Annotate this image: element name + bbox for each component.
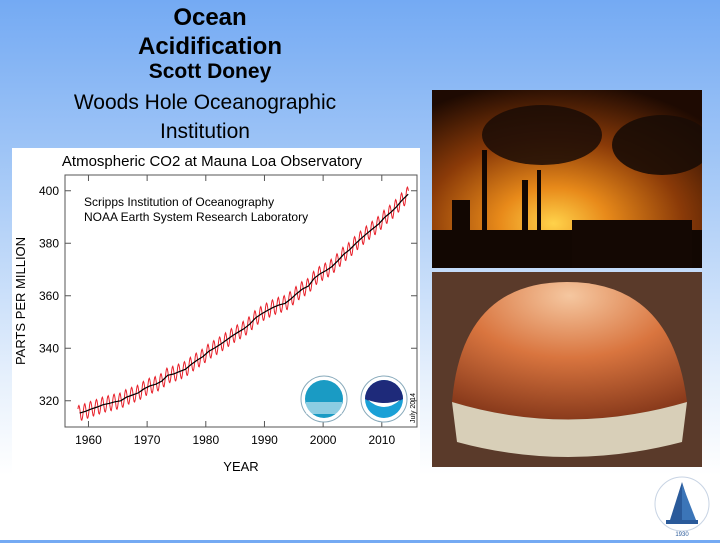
y-tick-label: 360 — [39, 289, 59, 303]
noaa-logo — [360, 375, 408, 423]
annual-trend-series — [79, 193, 409, 414]
slide-title: Ocean Acidification — [137, 4, 282, 60]
y-tick-label: 320 — [39, 394, 59, 408]
credit-line-1: Scripps Institution of Oceanography — [84, 195, 274, 209]
x-tick-label: 1990 — [251, 433, 278, 447]
scripps-logo — [300, 375, 348, 423]
svg-text:1930: 1930 — [675, 532, 689, 538]
co2-chart: Atmospheric CO2 at Mauna Loa Observatory… — [12, 148, 420, 475]
y-tick-label: 400 — [39, 184, 59, 198]
x-tick-label: 2010 — [368, 433, 395, 447]
x-tick-label: 1980 — [192, 433, 219, 447]
y-axis-label: PARTS PER MILLION — [13, 237, 28, 365]
credit-line-2: NOAA Earth System Research Laboratory — [84, 210, 308, 224]
scallop-photo — [432, 272, 702, 467]
chart-title: Atmospheric CO2 at Mauna Loa Observatory — [62, 153, 363, 170]
y-tick-label: 380 — [39, 236, 59, 250]
y-tick-label: 340 — [39, 341, 59, 355]
x-axis-label: YEAR — [223, 459, 258, 474]
date-stamp: July 2014 — [410, 393, 417, 423]
author-name: Scott Doney — [148, 60, 272, 83]
whoi-logo: 1930 — [648, 474, 716, 538]
institution-name: Woods Hole Oceanographic Institution — [73, 91, 337, 143]
x-tick-label: 2000 — [310, 433, 337, 447]
plot-area — [64, 174, 418, 428]
x-tick-label: 1960 — [75, 433, 102, 447]
smokestacks-photo — [432, 90, 702, 268]
x-tick-label: 1970 — [134, 433, 161, 447]
